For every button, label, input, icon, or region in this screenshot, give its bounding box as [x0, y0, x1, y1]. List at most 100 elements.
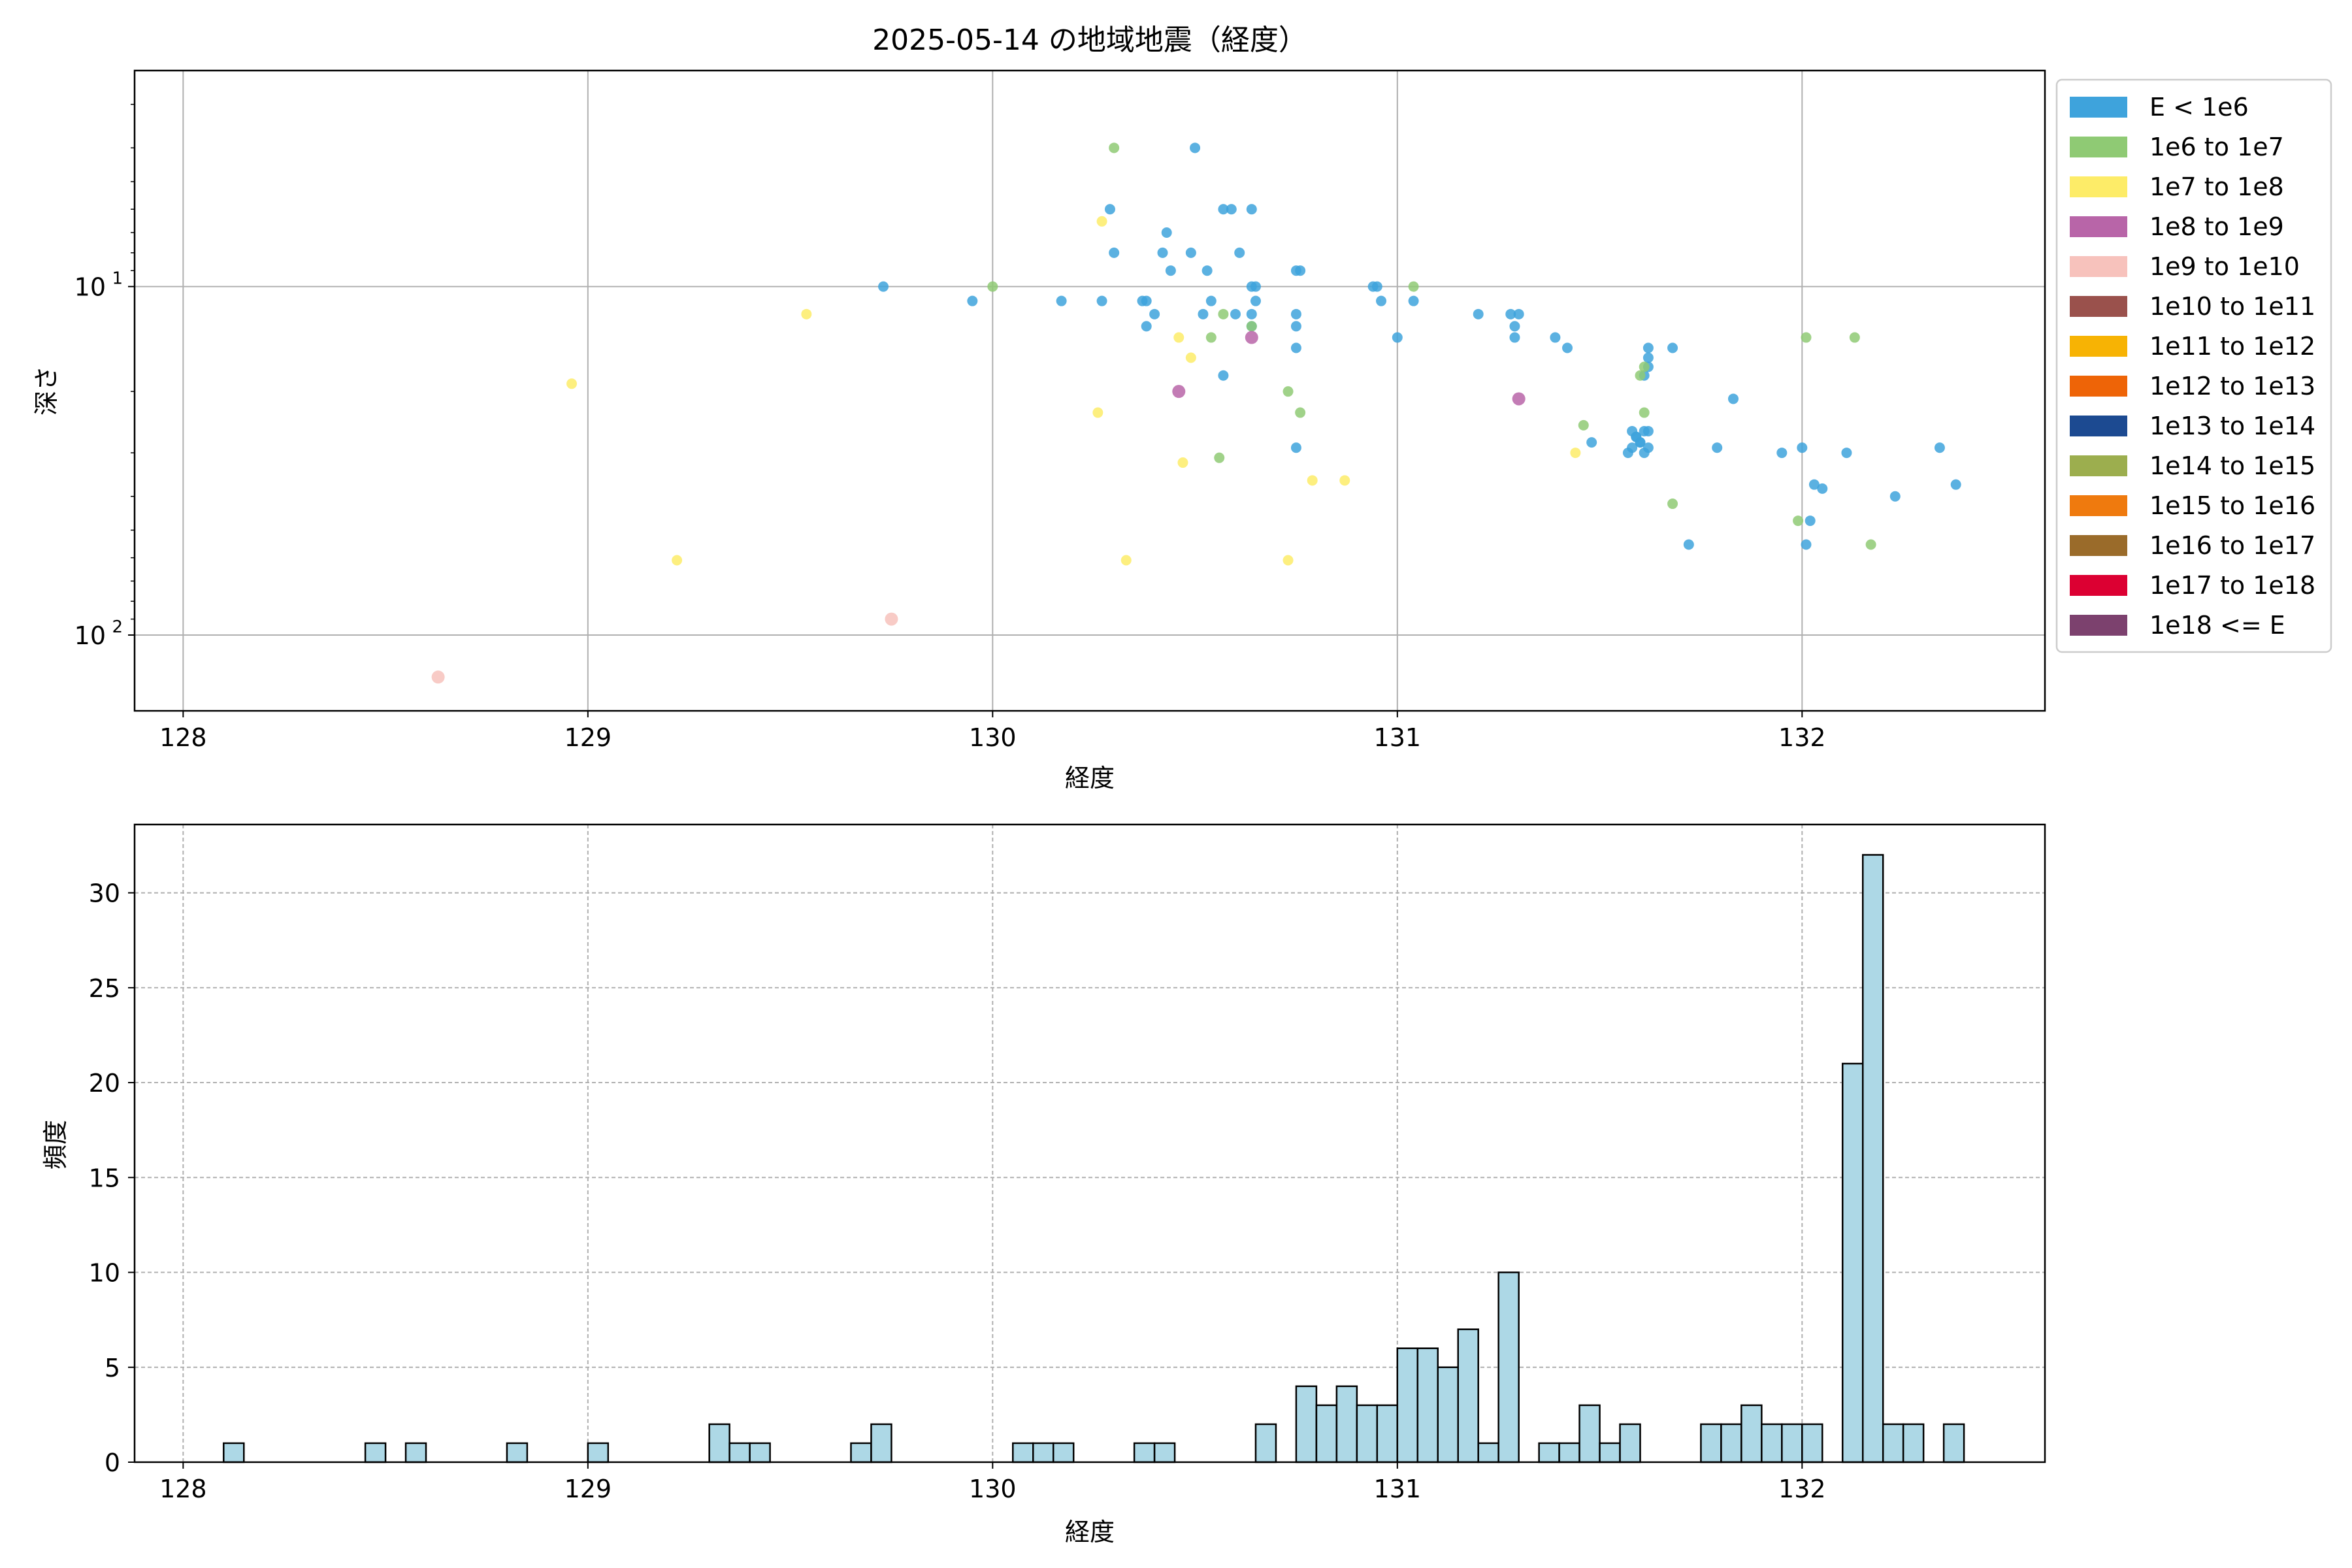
legend-swatch: [2070, 296, 2127, 317]
legend-swatch: [2070, 97, 2127, 118]
scatter-point: [1109, 142, 1120, 154]
histogram-bar: [1133, 1442, 1156, 1463]
histogram-bar: [1457, 1328, 1479, 1463]
scatter-point: [1776, 448, 1788, 459]
legend-label: 1e8 to 1e9: [2149, 212, 2284, 241]
scatter-point: [1173, 332, 1184, 343]
scatter-point: [1889, 491, 1901, 502]
scatter-point: [1250, 295, 1261, 306]
scatter-point: [1092, 407, 1103, 418]
legend-label: 1e6 to 1e7: [2149, 133, 2284, 161]
legend-swatch: [2070, 575, 2127, 596]
scatter-y-tick-label: 10: [74, 273, 106, 302]
legend-items: E < 1e6 1e6 to 1e7 1e7 to 1e8 1e8 to 1e9 1e9…: [2070, 93, 2315, 640]
scatter-point: [1226, 204, 1237, 215]
scatter-point: [1808, 479, 1820, 490]
scatter-point: [987, 281, 998, 292]
legend-label: 1e16 to 1e17: [2149, 531, 2315, 560]
histogram-bar: [1437, 1366, 1459, 1463]
scatter-point: [1096, 295, 1107, 306]
histogram-bar: [870, 1423, 892, 1463]
scatter-point: [1642, 352, 1654, 363]
scatter-point: [1639, 407, 1650, 418]
scatter-x-tick-label: 129: [564, 723, 612, 752]
scatter-point: [1550, 332, 1561, 343]
histogram-plot: 128 129 130 131 132 0 5 10 15 20 25 30 経度 頻度: [41, 823, 2046, 1546]
scatter-point: [1234, 247, 1245, 258]
scatter-x-tick-label: 131: [1374, 723, 1422, 752]
scatter-point: [1190, 142, 1201, 154]
legend-label: 1e15 to 1e16: [2149, 491, 2315, 520]
scatter-point: [1161, 227, 1172, 238]
scatter-point: [1307, 475, 1318, 486]
histogram-bar: [1315, 1404, 1338, 1463]
scatter-point: [1817, 483, 1828, 494]
scatter-point: [1505, 308, 1516, 319]
scatter-point: [1712, 442, 1723, 453]
histogram-bar: [1032, 1442, 1054, 1463]
scatter-point: [1570, 448, 1581, 459]
scatter-point: [1230, 308, 1241, 319]
legend-label: E < 1e6: [2149, 93, 2249, 122]
legend-swatch: [2070, 176, 2127, 197]
histogram-bar: [1740, 1404, 1763, 1463]
histogram-x-axis-label: 経度: [1065, 1518, 1115, 1546]
histogram-bar: [1477, 1442, 1499, 1463]
scatter-point: [1639, 361, 1650, 372]
chart-title: 2025-05-14 の地域地震（経度）: [872, 24, 1307, 57]
histogram-bar: [1376, 1404, 1399, 1463]
histogram-bar: [1538, 1442, 1560, 1463]
scatter-point: [1841, 448, 1852, 459]
scatter-point: [1797, 442, 1808, 453]
scatter-point: [1290, 442, 1301, 453]
legend-label: 1e17 to 1e18: [2149, 571, 2315, 600]
legend-label: 1e9 to 1e10: [2149, 252, 2300, 281]
scatter-point: [1149, 308, 1160, 319]
scatter-point: [1667, 498, 1678, 510]
scatter-point: [1376, 295, 1387, 306]
scatter-point: [1141, 295, 1152, 306]
scatter-point: [1172, 385, 1186, 399]
scatter-points: [431, 142, 1961, 684]
scatter-x-tick-label: 130: [969, 723, 1017, 752]
scatter-point: [1096, 216, 1107, 227]
histogram-bar: [1012, 1442, 1034, 1463]
histogram-y-tick-label: 15: [89, 1164, 120, 1192]
scatter-point: [566, 378, 578, 389]
histogram-bar: [223, 1442, 245, 1463]
scatter-point: [1631, 431, 1642, 442]
scatter-point: [1805, 515, 1816, 527]
scatter-point: [1392, 332, 1403, 343]
legend-swatch: [2070, 137, 2127, 157]
histogram-bar: [1902, 1423, 1925, 1463]
histogram-bar: [1153, 1442, 1176, 1463]
histogram-bar: [1335, 1385, 1358, 1463]
histogram-bar: [1700, 1423, 1722, 1463]
scatter-point: [1290, 308, 1301, 319]
histogram-bar: [1295, 1385, 1318, 1463]
scatter-axes-frame: [133, 69, 2046, 712]
legend-swatch: [2070, 615, 2127, 636]
scatter-point: [1246, 204, 1257, 215]
legend-frame: [2055, 78, 2332, 653]
scatter-point: [1865, 539, 1876, 550]
histogram-bar: [850, 1442, 872, 1463]
scatter-point: [1290, 342, 1301, 353]
scatter-point: [885, 612, 898, 626]
histogram-y-axis-label: 頻度: [41, 1120, 70, 1169]
scatter-point: [1950, 479, 1961, 490]
scatter-point: [1578, 419, 1589, 431]
histogram-bar: [1720, 1423, 1742, 1463]
scatter-point: [1282, 386, 1294, 397]
legend-swatch: [2070, 216, 2127, 237]
scatter-y-tick-exponent: 1: [112, 269, 123, 289]
legend-label: 1e18 <= E: [2149, 611, 2285, 640]
histogram-bar: [1356, 1404, 1379, 1463]
legend: E < 1e6 1e6 to 1e7 1e7 to 1e8 1e8 to 1e9 1e9…: [2055, 78, 2332, 653]
scatter-point: [1295, 265, 1306, 276]
scatter-point: [1512, 392, 1526, 406]
scatter-point: [1513, 308, 1524, 319]
legend-swatch: [2070, 416, 2127, 436]
scatter-point: [1201, 265, 1213, 276]
histogram-bar: [1801, 1423, 1823, 1463]
